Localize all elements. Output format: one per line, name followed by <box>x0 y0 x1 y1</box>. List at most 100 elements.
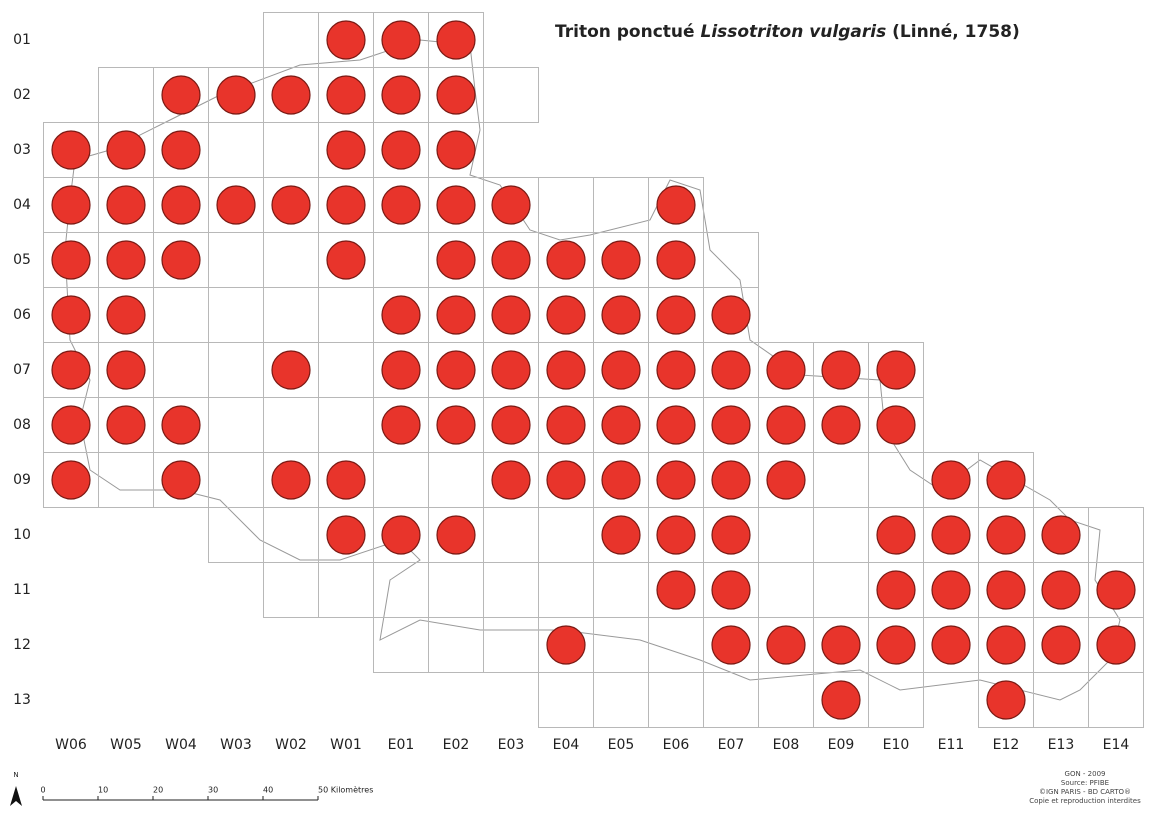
record-dot <box>161 130 201 170</box>
grid-cell <box>593 617 649 673</box>
grid-cell <box>373 562 429 618</box>
row-label: 06 <box>13 307 31 323</box>
record-dot <box>326 130 366 170</box>
record-dot <box>601 515 641 555</box>
record-dot <box>656 515 696 555</box>
column-label: E11 <box>938 737 965 753</box>
column-label: E10 <box>883 737 910 753</box>
grid-cell <box>208 287 264 343</box>
record-dot <box>51 185 91 225</box>
record-dot <box>161 460 201 500</box>
record-dot <box>1041 625 1081 665</box>
record-dot <box>106 130 146 170</box>
credit-line: Source: PFIBE <box>1061 779 1109 787</box>
grid-cell <box>593 562 649 618</box>
record-dot <box>711 295 751 335</box>
column-label: E04 <box>553 737 580 753</box>
record-dot <box>876 350 916 390</box>
record-dot <box>51 350 91 390</box>
record-dot <box>656 240 696 280</box>
record-dot <box>601 460 641 500</box>
records <box>51 20 1136 720</box>
record-dot <box>1041 515 1081 555</box>
record-dot <box>546 295 586 335</box>
column-label: E06 <box>663 737 690 753</box>
record-dot <box>491 460 531 500</box>
scale-label: 10 <box>98 786 108 795</box>
record-dot <box>491 295 531 335</box>
record-dot <box>381 295 421 335</box>
column-label: W02 <box>275 737 307 753</box>
grid-cell <box>483 67 539 123</box>
record-dot <box>161 75 201 115</box>
grid-cell <box>153 287 209 343</box>
record-dot <box>216 75 256 115</box>
grid-cell <box>318 287 374 343</box>
record-dot <box>326 75 366 115</box>
record-dot <box>106 185 146 225</box>
record-dot <box>931 515 971 555</box>
row-label: 02 <box>13 87 31 103</box>
scale-label: 30 <box>208 786 218 795</box>
record-dot <box>601 295 641 335</box>
record-dot <box>546 350 586 390</box>
grid-cell <box>98 452 154 508</box>
row-label: 12 <box>13 637 31 653</box>
record-dot <box>326 185 366 225</box>
record-dot <box>51 240 91 280</box>
grid <box>43 12 1144 728</box>
grid-cell <box>593 672 649 728</box>
row-label: 04 <box>13 197 31 213</box>
record-dot <box>546 240 586 280</box>
column-label: W03 <box>220 737 252 753</box>
grid-cell <box>758 672 814 728</box>
grid-cell <box>428 562 484 618</box>
record-dot <box>161 185 201 225</box>
column-label: E09 <box>828 737 855 753</box>
column-label: E14 <box>1103 737 1130 753</box>
grid-cell <box>483 507 539 563</box>
record-dot <box>821 350 861 390</box>
region-boundary <box>64 39 1121 701</box>
grid-cell <box>813 562 869 618</box>
record-dot <box>986 515 1026 555</box>
record-dot <box>106 405 146 445</box>
record-dot <box>106 350 146 390</box>
record-dot <box>271 460 311 500</box>
grid-cell <box>318 562 374 618</box>
record-dot <box>381 515 421 555</box>
scale-label: 40 <box>263 786 273 795</box>
column-label: E02 <box>443 737 470 753</box>
grid-cell <box>263 287 319 343</box>
column-label: W01 <box>330 737 362 753</box>
record-dot <box>1041 570 1081 610</box>
column-label: E13 <box>1048 737 1075 753</box>
grid-cell <box>263 562 319 618</box>
grid-cell <box>208 122 264 178</box>
record-dot <box>711 625 751 665</box>
grid-cell <box>813 507 869 563</box>
record-dot <box>381 350 421 390</box>
grid-cell <box>648 672 704 728</box>
grid-cell <box>263 232 319 288</box>
scale-label: 0 <box>40 786 45 795</box>
record-dot <box>601 405 641 445</box>
record-dot <box>271 185 311 225</box>
record-dot <box>436 295 476 335</box>
grid-cell <box>1088 507 1144 563</box>
record-dot <box>711 405 751 445</box>
record-dot <box>436 185 476 225</box>
record-dot <box>986 460 1026 500</box>
record-dot <box>546 460 586 500</box>
grid-cell <box>208 397 264 453</box>
column-label: E12 <box>993 737 1020 753</box>
record-dot <box>216 185 256 225</box>
record-dot <box>876 625 916 665</box>
grid-cell <box>648 617 704 673</box>
grid-cell <box>703 672 759 728</box>
latin-name: Lissotriton vulgaris <box>700 22 886 42</box>
record-dot <box>656 570 696 610</box>
row-label: 10 <box>13 527 31 543</box>
record-dot <box>711 570 751 610</box>
